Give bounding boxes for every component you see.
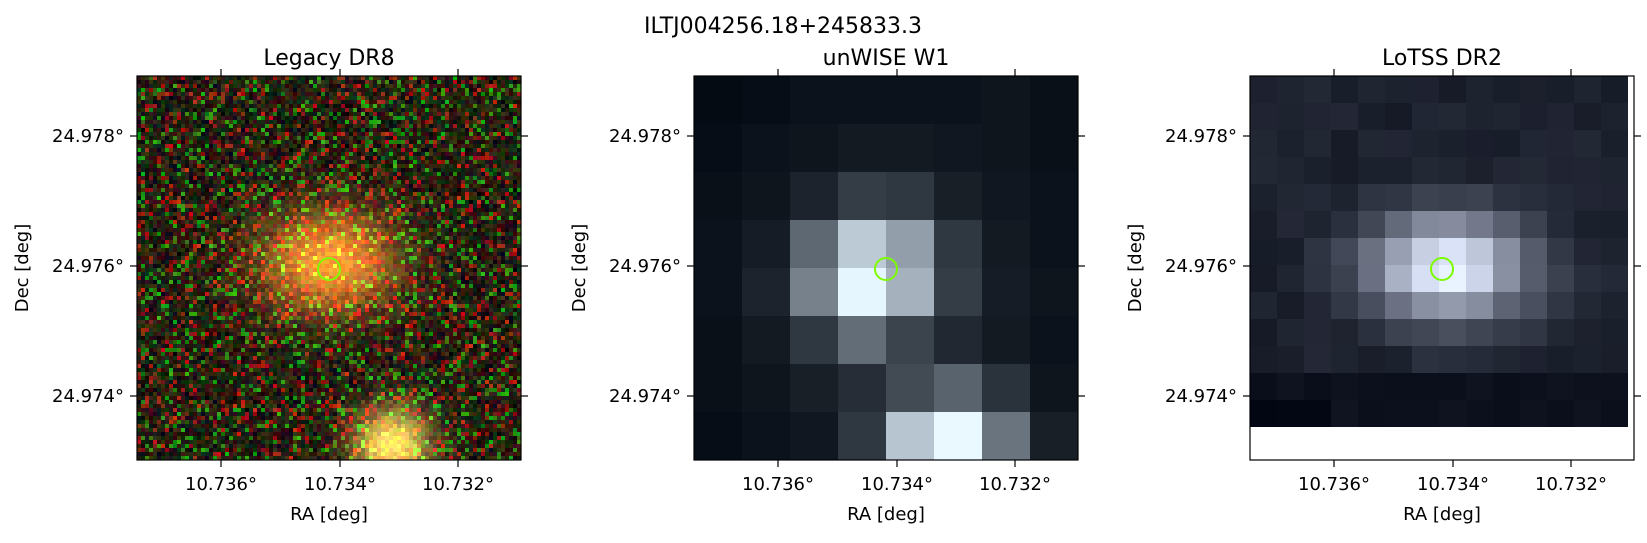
cutout-image bbox=[1250, 76, 1634, 460]
y-tick-label: 24.974° bbox=[52, 386, 124, 407]
cutout-image bbox=[694, 76, 1078, 460]
y-tick-label: 24.978° bbox=[609, 126, 681, 147]
y-tick-label: 24.976° bbox=[1165, 256, 1237, 277]
x-tick-label: 10.734° bbox=[861, 474, 933, 495]
y-axis-label: Dec [deg] bbox=[569, 224, 590, 313]
x-tick-label: 10.734° bbox=[1417, 474, 1489, 495]
x-tick-label: 10.736° bbox=[185, 474, 257, 495]
x-axis-label: RA [deg] bbox=[847, 504, 925, 525]
panel-unwise-w1: unWISE W1 10.736° 10.734° 10.732° 24.978… bbox=[569, 46, 1085, 525]
cutout-image bbox=[137, 76, 521, 460]
y-axis-label: Dec [deg] bbox=[1125, 224, 1146, 313]
panel-title: Legacy DR8 bbox=[263, 46, 394, 71]
x-axis-label: RA [deg] bbox=[290, 504, 368, 525]
x-tick-label: 10.736° bbox=[742, 474, 814, 495]
y-tick-label: 24.976° bbox=[52, 256, 124, 277]
x-tick-label: 10.734° bbox=[304, 474, 376, 495]
y-axis-label: Dec [deg] bbox=[12, 224, 33, 313]
x-tick-label: 10.732° bbox=[422, 474, 494, 495]
y-tick-label: 24.974° bbox=[609, 386, 681, 407]
y-tick-label: 24.978° bbox=[1165, 126, 1237, 147]
x-tick-label: 10.732° bbox=[1535, 474, 1607, 495]
panel-lotss-dr2: LoTSS DR2 10.736° 10.734° 10.732° 24.978… bbox=[1125, 46, 1641, 525]
figure-title: ILTJ004256.18+245833.3 bbox=[644, 14, 922, 39]
panel-legacy-dr8: Legacy DR8 10.736° 10.734° 10.732° 24.97… bbox=[12, 46, 528, 525]
x-tick-label: 10.736° bbox=[1298, 474, 1370, 495]
x-tick-label: 10.732° bbox=[979, 474, 1051, 495]
y-tick-label: 24.974° bbox=[1165, 386, 1237, 407]
y-tick-label: 24.978° bbox=[52, 126, 124, 147]
x-axis-label: RA [deg] bbox=[1403, 504, 1481, 525]
panel-title: LoTSS DR2 bbox=[1382, 46, 1502, 71]
y-tick-label: 24.976° bbox=[609, 256, 681, 277]
panel-title: unWISE W1 bbox=[823, 46, 950, 71]
